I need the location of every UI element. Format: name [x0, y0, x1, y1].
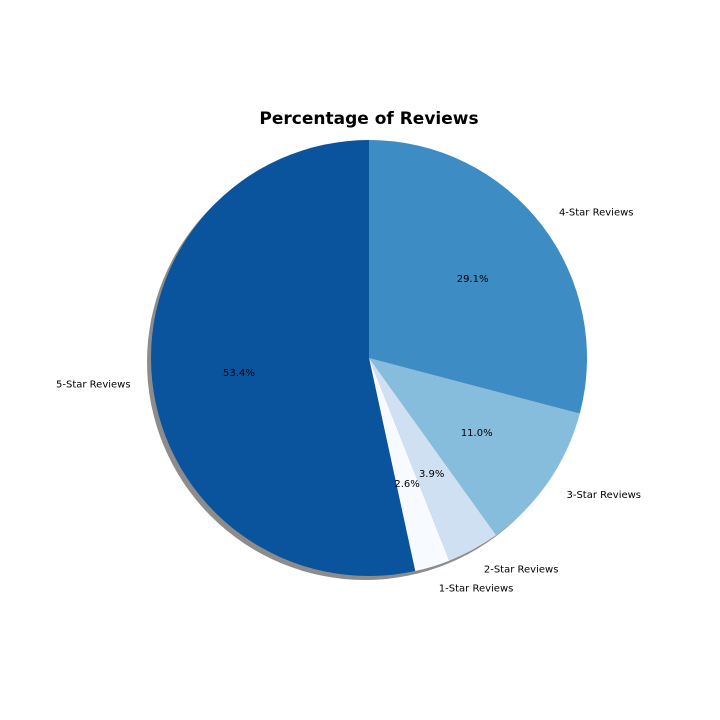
pie-slice-2-star-reviews — [369, 358, 497, 561]
percent-label-1-star-reviews: 2.6% — [394, 479, 419, 490]
pie-slice-5-star-reviews — [150, 139, 416, 576]
category-label-5-star-reviews: 5-Star Reviews — [56, 380, 131, 391]
pie-labels: 4-Star Reviews 29.1% 3-Star Reviews 11.0% 2-… — [56, 208, 641, 595]
category-label-2-star-reviews: 2-Star Reviews — [484, 565, 559, 576]
percent-label-5-star-reviews: 53.4% — [223, 368, 255, 379]
category-label-3-star-reviews: 3-Star Reviews — [566, 490, 641, 501]
category-label-4-star-reviews: 4-Star Reviews — [559, 208, 634, 219]
percent-label-2-star-reviews: 3.9% — [419, 469, 444, 480]
pie-slice-1-star-reviews — [369, 358, 450, 572]
chart-title: Percentage of Reviews — [259, 109, 478, 129]
category-label-1-star-reviews: 1-Star Reviews — [439, 583, 514, 594]
pie-slice-3-star-reviews — [369, 358, 580, 536]
percent-label-3-star-reviews: 11.0% — [461, 428, 493, 439]
percent-label-4-star-reviews: 29.1% — [457, 274, 489, 285]
pie-slice-4-star-reviews — [369, 140, 587, 414]
pie-slices — [150, 139, 587, 576]
